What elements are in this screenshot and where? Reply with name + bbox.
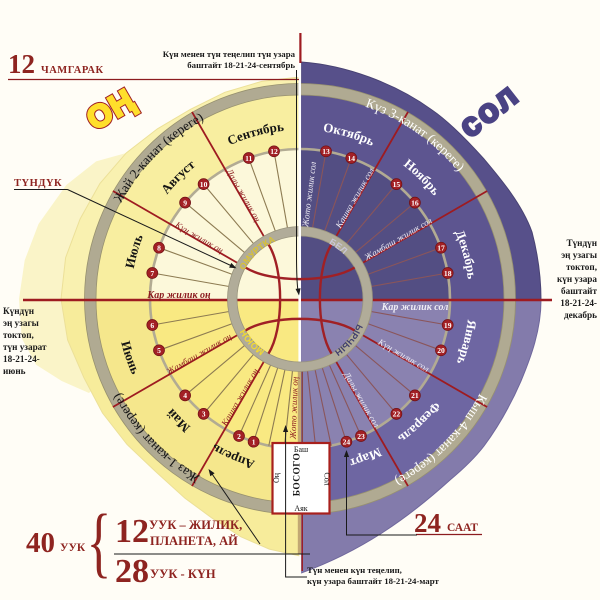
svg-text:1: 1	[252, 438, 256, 447]
svg-text:8: 8	[157, 244, 161, 253]
svg-text:ЧАМГАРАК: ЧАМГАРАК	[41, 65, 104, 76]
svg-text:23: 23	[357, 432, 365, 441]
svg-text:2: 2	[237, 432, 241, 441]
svg-text:11: 11	[245, 154, 252, 163]
svg-text:4: 4	[183, 391, 187, 400]
svg-text:24: 24	[343, 438, 351, 447]
svg-text:12: 12	[115, 513, 149, 550]
svg-text:Кар жилик оң: Кар жилик оң	[146, 290, 211, 301]
svg-text:6: 6	[150, 321, 154, 330]
svg-text:20: 20	[437, 346, 445, 355]
svg-text:9: 9	[183, 198, 187, 207]
svg-text:13: 13	[322, 147, 330, 156]
svg-text:Сол: Сол	[323, 472, 332, 485]
svg-text:12: 12	[8, 49, 35, 79]
svg-text:17: 17	[437, 244, 445, 253]
svg-text:токтоп,: токтоп,	[566, 262, 597, 272]
svg-text:күн узара: күн узара	[557, 274, 597, 284]
svg-text:декабрь: декабрь	[564, 310, 597, 320]
svg-text:Күндүн: Күндүн	[3, 306, 35, 316]
svg-text:ТҮНДҮК: ТҮНДҮК	[14, 178, 62, 189]
svg-text:СААТ: СААТ	[447, 522, 478, 534]
svg-text:токтоп,: токтоп,	[3, 330, 34, 340]
svg-text:эң узагы: эң узагы	[3, 318, 39, 328]
svg-text:28: 28	[115, 553, 149, 590]
svg-text:16: 16	[411, 198, 419, 207]
svg-text:18: 18	[444, 269, 452, 278]
svg-text:14: 14	[348, 154, 356, 163]
svg-text:10: 10	[200, 180, 208, 189]
svg-text:Түн менен күн теңелип,: Түн менен күн теңелип,	[307, 565, 402, 575]
svg-text:эң узагы: эң узагы	[561, 250, 597, 260]
svg-text:УУК - КҮН: УУК - КҮН	[150, 567, 216, 581]
svg-text:18-21-24-: 18-21-24-	[3, 354, 40, 364]
svg-text:40: 40	[26, 527, 55, 559]
svg-text:Оң: Оң	[272, 472, 281, 483]
svg-text:5: 5	[157, 346, 161, 355]
svg-text:БОСОГО: БОСОГО	[293, 453, 303, 497]
svg-text:күн узара баштайт 18-21-24-мар: күн узара баштайт 18-21-24-март	[307, 576, 439, 586]
svg-text:түн узарат: түн узарат	[3, 342, 47, 352]
svg-text:ПЛАНЕТА, АЙ: ПЛАНЕТА, АЙ	[150, 534, 238, 548]
svg-text:июнь: июнь	[3, 366, 26, 376]
svg-text:24: 24	[414, 508, 441, 538]
svg-text:{: {	[87, 500, 112, 586]
svg-text:баштайт: баштайт	[561, 286, 597, 296]
svg-text:баштайт 18-21-24-сентябрь: баштайт 18-21-24-сентябрь	[187, 60, 295, 70]
svg-text:Кар жилик сол: Кар жилик сол	[381, 302, 449, 313]
svg-text:15: 15	[393, 180, 401, 189]
svg-text:12: 12	[270, 147, 278, 156]
svg-text:УУК: УУК	[60, 542, 86, 554]
svg-text:7: 7	[150, 269, 154, 278]
svg-text:Жото жилик оң: Жото жилик оң	[288, 376, 300, 440]
svg-text:18-21-24-: 18-21-24-	[560, 298, 597, 308]
svg-text:Түндүн: Түндүн	[566, 238, 597, 248]
svg-text:22: 22	[393, 410, 401, 419]
svg-text:УУК – ЖИЛИК,: УУК – ЖИЛИК,	[149, 518, 242, 532]
svg-text:Күн менен түн теңелип түн узар: Күн менен түн теңелип түн узара	[163, 49, 296, 59]
svg-text:21: 21	[411, 391, 419, 400]
svg-text:Аяк: Аяк	[294, 504, 307, 513]
svg-text:Баш: Баш	[294, 445, 309, 454]
svg-text:19: 19	[444, 321, 452, 330]
svg-text:3: 3	[202, 410, 206, 419]
